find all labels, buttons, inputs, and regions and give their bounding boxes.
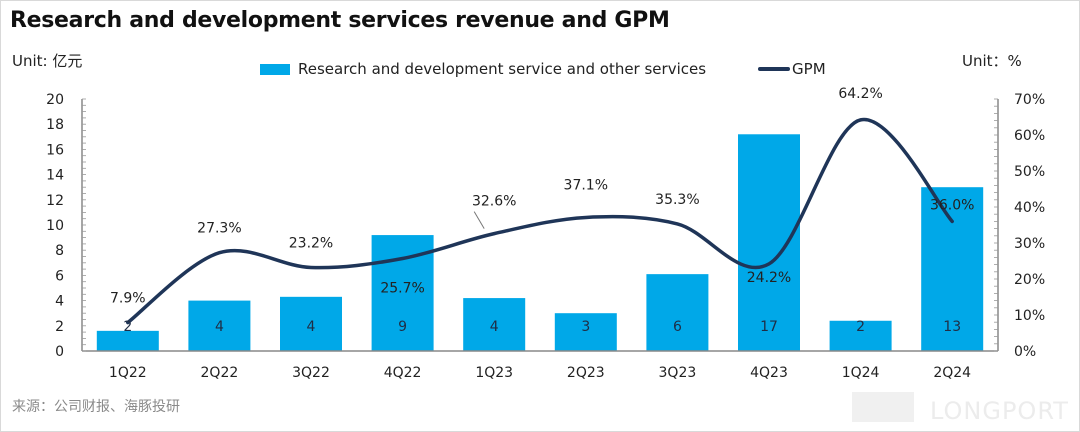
right-axis-tick-label: 40% — [1014, 200, 1045, 216]
legend-bar-label: Research and development service and oth… — [298, 60, 707, 78]
gpm-label-leader — [473, 211, 485, 229]
bar-data-label: 3 — [581, 319, 590, 335]
right-axis-unit: Unit：% — [962, 52, 1022, 70]
x-axis-tick-label: 2Q23 — [567, 365, 605, 381]
bar — [829, 320, 892, 351]
bar-data-label: 4 — [307, 319, 316, 335]
right-axis-tick-label: 50% — [1014, 164, 1045, 180]
left-axis-tick-label: 6 — [55, 268, 64, 284]
source-note: 来源：公司财报、海豚投研 — [12, 399, 180, 415]
x-axis-tick-label: 1Q23 — [475, 365, 513, 381]
chart-title: Research and development services revenu… — [10, 8, 670, 33]
right-axis-tick-label: 70% — [1014, 92, 1045, 108]
x-axis-tick-label: 3Q22 — [292, 365, 330, 381]
watermark-text: LONGPORT — [930, 397, 1069, 425]
x-axis-tick-label: 3Q23 — [659, 365, 697, 381]
left-axis-tick-label: 8 — [55, 243, 64, 259]
bar-data-label: 6 — [673, 319, 682, 335]
right-axis-tick-label: 0% — [1014, 344, 1036, 360]
gpm-data-label: 64.2% — [838, 86, 882, 102]
legend-bar-swatch — [260, 63, 290, 75]
legend-line-swatch — [758, 67, 791, 71]
right-axis-tick-label: 10% — [1014, 308, 1045, 324]
bar — [463, 298, 526, 351]
left-axis-tick-label: 4 — [55, 294, 64, 310]
bar — [96, 330, 159, 351]
gpm-data-label: 27.3% — [197, 221, 241, 237]
x-axis-tick-label: 1Q24 — [842, 365, 880, 381]
right-axis-tick-label: 60% — [1014, 128, 1045, 144]
gpm-data-label: 36.0% — [930, 197, 974, 213]
bar-data-label: 2 — [856, 319, 865, 335]
gpm-data-label: 7.9% — [110, 291, 146, 307]
left-axis-unit: Unit: 亿元 — [12, 52, 83, 70]
bar — [921, 187, 984, 351]
bar — [738, 134, 800, 351]
x-axis-tick-label: 1Q22 — [109, 365, 147, 381]
legend: Research and development service and oth… — [260, 60, 826, 78]
left-axis-tick-label: 20 — [46, 92, 64, 108]
left-axis-tick-label: 0 — [55, 344, 64, 360]
bar — [280, 296, 342, 351]
left-axis-tick-label: 12 — [46, 193, 64, 209]
gpm-line — [126, 118, 954, 325]
right-axis-tick-label: 20% — [1014, 272, 1045, 288]
gpm-data-label: 32.6% — [472, 194, 516, 210]
bar-data-label: 9 — [398, 319, 407, 335]
gpm-data-label: 35.3% — [655, 192, 699, 208]
legend-line-label: GPM — [792, 60, 826, 78]
bar-data-label: 4 — [215, 319, 224, 335]
left-axis-tick-label: 2 — [55, 319, 64, 335]
left-axis-tick-label: 16 — [46, 142, 64, 158]
bar — [646, 274, 709, 351]
bar — [554, 313, 617, 351]
x-axis-tick-label: 4Q22 — [384, 365, 422, 381]
x-axis-tick-label: 2Q22 — [201, 365, 239, 381]
left-axis-tick-label: 14 — [46, 168, 64, 184]
gpm-data-label: 37.1% — [564, 177, 608, 193]
bar — [188, 300, 251, 351]
gpm-data-label: 25.7% — [380, 280, 424, 296]
left-axis-tick-label: 10 — [46, 218, 64, 234]
bar-data-label: 4 — [490, 319, 499, 335]
bar-data-label: 13 — [943, 319, 961, 335]
right-axis-tick-label: 30% — [1014, 236, 1045, 252]
bar-data-label: 17 — [760, 319, 778, 335]
gpm-data-label: 24.2% — [747, 270, 791, 286]
gpm-data-label: 23.2% — [289, 235, 333, 251]
x-axis-tick-label: 2Q24 — [933, 365, 971, 381]
x-axis-tick-label: 4Q23 — [750, 365, 788, 381]
bar-data-label: 2 — [123, 319, 132, 335]
left-axis-tick-label: 18 — [46, 117, 64, 133]
watermark-logo — [852, 392, 914, 422]
